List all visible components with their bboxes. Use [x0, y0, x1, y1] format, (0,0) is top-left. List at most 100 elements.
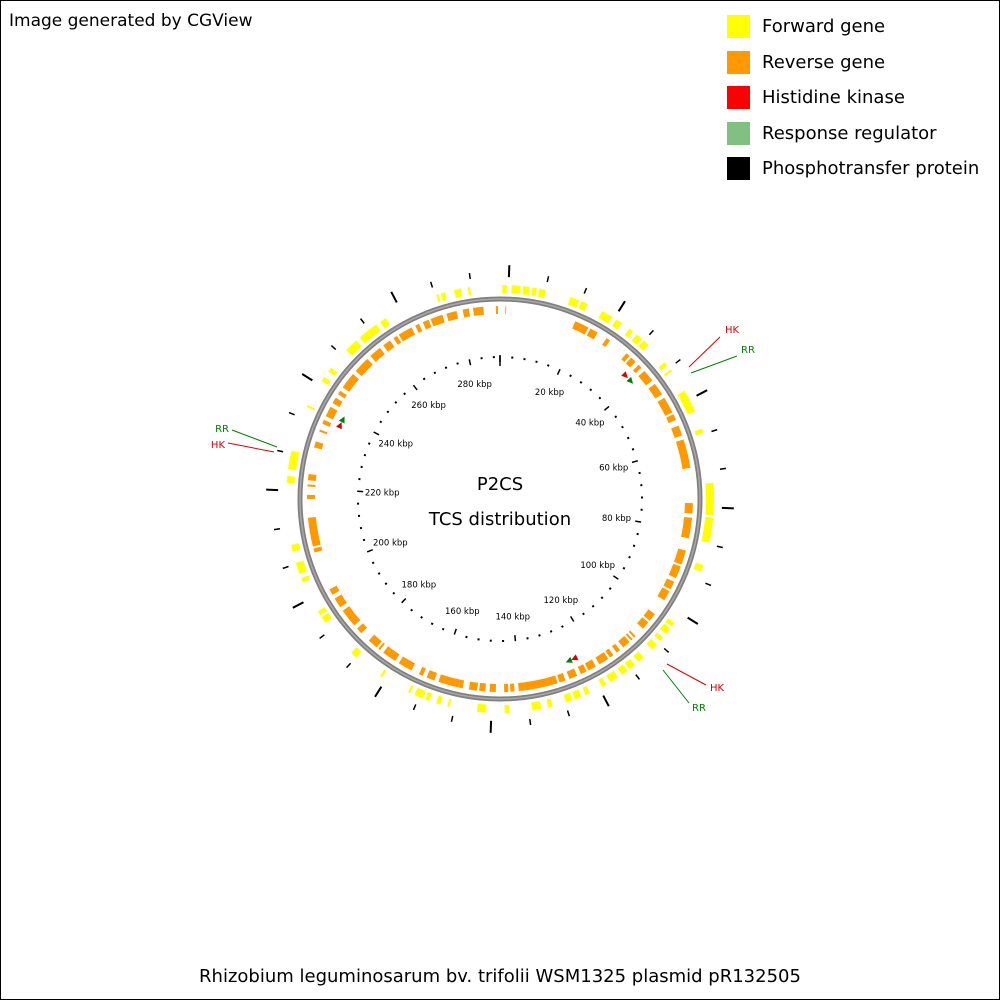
scale-tick	[379, 420, 383, 424]
forward-gene	[379, 669, 387, 678]
outer-tick	[450, 715, 454, 722]
forward-gene	[440, 292, 448, 302]
reverse-gene	[334, 594, 347, 608]
reverse-gene	[325, 406, 338, 420]
forward-gene	[693, 562, 704, 572]
forward-gene	[606, 670, 619, 683]
scale-tick	[579, 380, 583, 384]
outer-tick	[617, 300, 626, 312]
scale-tick	[538, 634, 541, 637]
forward-gene	[511, 285, 521, 294]
forward-gene-swatch	[727, 15, 750, 39]
scale-tick	[582, 612, 585, 616]
forward-gene	[617, 664, 628, 675]
scale-tick	[591, 604, 595, 608]
scale-label: 100 kbp	[580, 561, 615, 571]
forward-gene	[705, 482, 714, 516]
forward-gene	[351, 647, 362, 658]
forward-gene	[301, 575, 311, 583]
reverse-gene	[605, 648, 614, 658]
scale-label: 200 kbp	[373, 539, 408, 549]
reverse-gene	[625, 633, 633, 641]
scale-tick	[410, 608, 414, 612]
outer-tick	[288, 411, 295, 416]
scale-tick	[631, 460, 638, 464]
forward-gene	[436, 695, 443, 705]
scale-tick	[614, 415, 618, 419]
outer-tick	[359, 318, 365, 324]
reverse-gene	[684, 503, 693, 514]
reverse-gene	[505, 306, 507, 315]
outer-tick	[635, 674, 641, 680]
scale-tick	[377, 572, 381, 575]
callout-line	[231, 429, 278, 448]
outer-tick	[602, 695, 610, 707]
reverse-gene	[586, 328, 598, 340]
forward-gene	[572, 689, 582, 700]
hk-marker	[621, 371, 628, 379]
forward-gene	[633, 651, 644, 663]
backbone-ring-highlight	[299, 298, 701, 700]
forward-gene	[447, 698, 452, 707]
reverse-gene	[342, 374, 360, 392]
forward-gene	[654, 632, 664, 642]
forward-gene	[328, 367, 338, 377]
reverse-gene	[657, 587, 670, 601]
forward-gene	[646, 639, 657, 650]
scale-tick	[362, 538, 366, 542]
forward-gene	[598, 311, 613, 324]
forward-gene	[425, 691, 433, 702]
reverse-gene	[621, 353, 630, 362]
reverse-gene	[618, 636, 630, 648]
scale-tick	[535, 360, 538, 363]
generator-credit: Image generated by CGView	[9, 11, 253, 31]
reverse-gene	[314, 441, 324, 450]
forward-gene	[694, 428, 704, 436]
outer-tick	[301, 373, 313, 382]
scale-tick	[403, 392, 407, 396]
legend-label: Reverse gene	[762, 51, 886, 73]
scale-tick	[569, 616, 575, 622]
forward-gene	[306, 404, 315, 411]
scale-tick	[622, 566, 626, 570]
scale-tick	[444, 366, 448, 369]
reverse-gene	[438, 674, 465, 689]
reverse-gene	[426, 670, 438, 681]
reverse-gene	[415, 323, 423, 333]
reverse-gene	[393, 335, 402, 345]
outer-tick	[566, 710, 571, 717]
scale-tick	[456, 362, 459, 365]
phosphotransfer-protein-swatch	[727, 157, 750, 181]
outer-tick	[696, 389, 708, 397]
reverse-gene	[625, 357, 636, 368]
outer-tick	[648, 329, 654, 336]
outer-tick	[719, 467, 727, 470]
scale-label: 60 kbp	[599, 463, 628, 473]
scale-tick	[603, 405, 610, 411]
forward-gene	[665, 618, 675, 627]
legend-label: Forward gene	[762, 16, 886, 38]
forward-gene	[537, 288, 547, 298]
forward-gene	[379, 318, 390, 329]
scale-tick	[420, 616, 423, 619]
reverse-gene	[577, 664, 587, 675]
reverse-gene	[557, 672, 566, 683]
legend: Forward gene Reverse gene Histidine kina…	[727, 9, 979, 187]
map-center-subtitle: TCS distribution	[428, 509, 572, 530]
reverse-gene	[307, 517, 321, 547]
reverse-gene	[643, 609, 655, 621]
forward-gene	[677, 390, 696, 415]
legend-label: Histidine kinase	[762, 87, 905, 109]
reverse-gene	[611, 643, 621, 653]
scale-label: 80 kbp	[602, 514, 631, 524]
reverse-gene	[648, 383, 663, 399]
reverse-gene-swatch	[727, 50, 750, 74]
forward-gene	[624, 328, 634, 338]
scale-label: 280 kbp	[457, 380, 492, 390]
plasmid-name-caption: Rhizobium leguminosarum bv. trifolii WSM…	[199, 966, 801, 987]
scale-tick	[612, 575, 619, 580]
outer-tick	[374, 686, 383, 698]
map-center-title: P2CS	[476, 474, 524, 495]
reverse-gene	[319, 429, 328, 435]
